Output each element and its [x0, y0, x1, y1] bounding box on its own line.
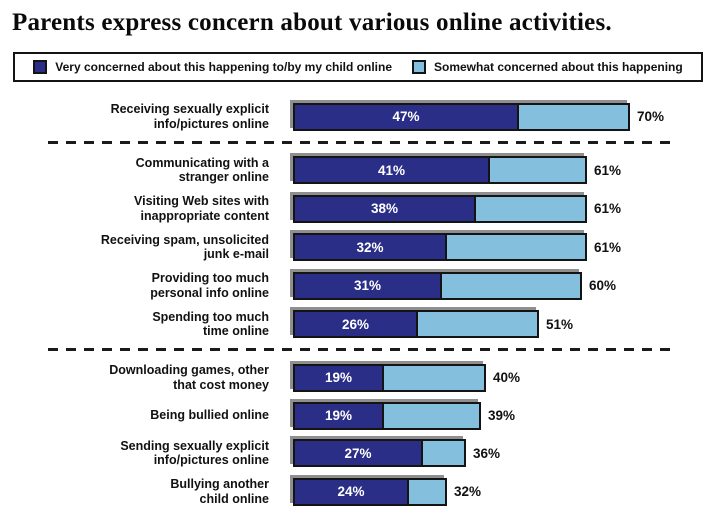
chart-row: Spending too much time online 26% 51%: [0, 310, 714, 340]
very-concerned-segment: 26%: [295, 312, 418, 337]
stacked-bar: 47%: [293, 102, 630, 131]
very-concerned-value: 47%: [392, 109, 420, 125]
very-concerned-value: 38%: [370, 201, 399, 217]
category-label: Spending too much time online: [152, 309, 269, 339]
chart-row: Communicating with a stranger online 41%…: [0, 156, 714, 186]
chart-row: Receiving spam, unsolicited junk e-mail …: [0, 233, 714, 263]
very-concerned-value: 19%: [324, 408, 353, 423]
somewhat-concerned-segment: [490, 158, 585, 182]
total-value: 61%: [594, 201, 622, 217]
legend-item-very: Very concerned about this happening to/b…: [33, 60, 392, 74]
very-concerned-value: 41%: [377, 162, 406, 178]
category-label: Communicating with a stranger online: [135, 155, 269, 185]
total-value: 61%: [594, 239, 622, 255]
very-concerned-segment: 32%: [295, 235, 447, 260]
stacked-bar: 26%: [293, 310, 539, 339]
total-value: 70%: [637, 109, 665, 125]
stacked-bar: 19%: [293, 363, 486, 392]
group-divider: [48, 140, 673, 144]
stacked-bar: 31%: [293, 271, 582, 300]
very-concerned-swatch-icon: [33, 60, 48, 74]
legend-item-somewhat: Somewhat concerned about this happening: [412, 60, 683, 74]
stacked-bar: 19%: [293, 401, 481, 430]
stacked-bar: 38%: [293, 194, 587, 223]
very-concerned-segment: 41%: [295, 158, 490, 183]
legend: Very concerned about this happening to/b…: [13, 52, 703, 82]
very-concerned-value: 31%: [353, 278, 382, 294]
very-concerned-segment: 38%: [295, 196, 476, 221]
somewhat-concerned-segment: [409, 480, 445, 504]
stacked-bar: 24%: [293, 477, 447, 506]
chart-row: Providing too much personal info online …: [0, 271, 714, 301]
very-concerned-value: 26%: [341, 316, 370, 332]
somewhat-concerned-segment: [423, 441, 464, 465]
very-concerned-value: 32%: [356, 239, 384, 255]
total-value: 32%: [454, 484, 482, 500]
somewhat-concerned-segment: [384, 404, 479, 428]
very-concerned-value: 19%: [324, 370, 353, 386]
chart-row: Sending sexually explicit info/pictures …: [0, 439, 714, 469]
total-value: 61%: [594, 162, 622, 178]
category-label: Providing too much personal info online: [150, 271, 269, 300]
very-concerned-segment: 31%: [295, 273, 442, 298]
group-divider: [48, 348, 673, 351]
category-label: Sending sexually explicit info/pictures …: [120, 438, 269, 468]
very-concerned-segment: 19%: [295, 403, 384, 428]
category-label: Being bullied online: [150, 408, 269, 423]
very-concerned-segment: 27%: [295, 441, 423, 466]
category-label: Receiving sexually explicit info/picture…: [110, 102, 269, 131]
category-label: Downloading games, other that cost money: [109, 363, 269, 392]
very-concerned-segment: 47%: [295, 104, 519, 129]
category-label: Bullying another child online: [170, 477, 269, 506]
category-label: Receiving spam, unsolicited junk e-mail: [100, 232, 269, 262]
chart-row: Bullying another child online 24% 32%: [0, 477, 714, 507]
somewhat-concerned-segment: [447, 235, 585, 259]
category-label: Visiting Web sites with inappropriate co…: [134, 194, 269, 223]
chart-row: Being bullied online 19% 39%: [0, 401, 714, 430]
very-concerned-segment: 19%: [295, 365, 384, 390]
total-value: 51%: [546, 316, 574, 332]
legend-label-somewhat: Somewhat concerned about this happening: [434, 60, 683, 74]
very-concerned-value: 24%: [337, 484, 365, 500]
chart-row: Receiving sexually explicit info/picture…: [0, 102, 714, 132]
stacked-bar: 41%: [293, 156, 587, 185]
legend-label-very: Very concerned about this happening to/b…: [55, 60, 392, 74]
very-concerned-value: 27%: [344, 445, 372, 461]
chart-row: Visiting Web sites with inappropriate co…: [0, 194, 714, 224]
somewhat-concerned-segment: [476, 197, 585, 221]
somewhat-concerned-segment: [442, 274, 580, 298]
total-value: 39%: [488, 408, 516, 423]
total-value: 60%: [589, 278, 617, 294]
stacked-bar: 32%: [293, 233, 587, 262]
chart-title: Parents express concern about various on…: [12, 9, 612, 36]
somewhat-concerned-segment: [519, 105, 628, 129]
bar-chart: Receiving sexually explicit info/picture…: [0, 102, 714, 507]
stacked-bar: 27%: [293, 439, 466, 468]
chart-row: Downloading games, other that cost money…: [0, 363, 714, 393]
somewhat-concerned-segment: [418, 312, 537, 336]
total-value: 36%: [473, 445, 501, 461]
very-concerned-segment: 24%: [295, 479, 409, 504]
somewhat-concerned-swatch-icon: [412, 60, 426, 74]
total-value: 40%: [493, 370, 521, 386]
somewhat-concerned-segment: [384, 366, 484, 390]
